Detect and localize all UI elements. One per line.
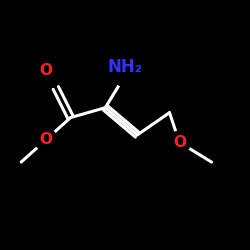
Text: NH₂: NH₂	[108, 58, 142, 76]
Text: O: O	[40, 132, 52, 147]
Text: O: O	[173, 135, 186, 150]
Circle shape	[114, 64, 136, 87]
Circle shape	[35, 129, 57, 151]
Circle shape	[35, 67, 57, 89]
Circle shape	[168, 131, 190, 154]
Text: O: O	[40, 63, 52, 78]
